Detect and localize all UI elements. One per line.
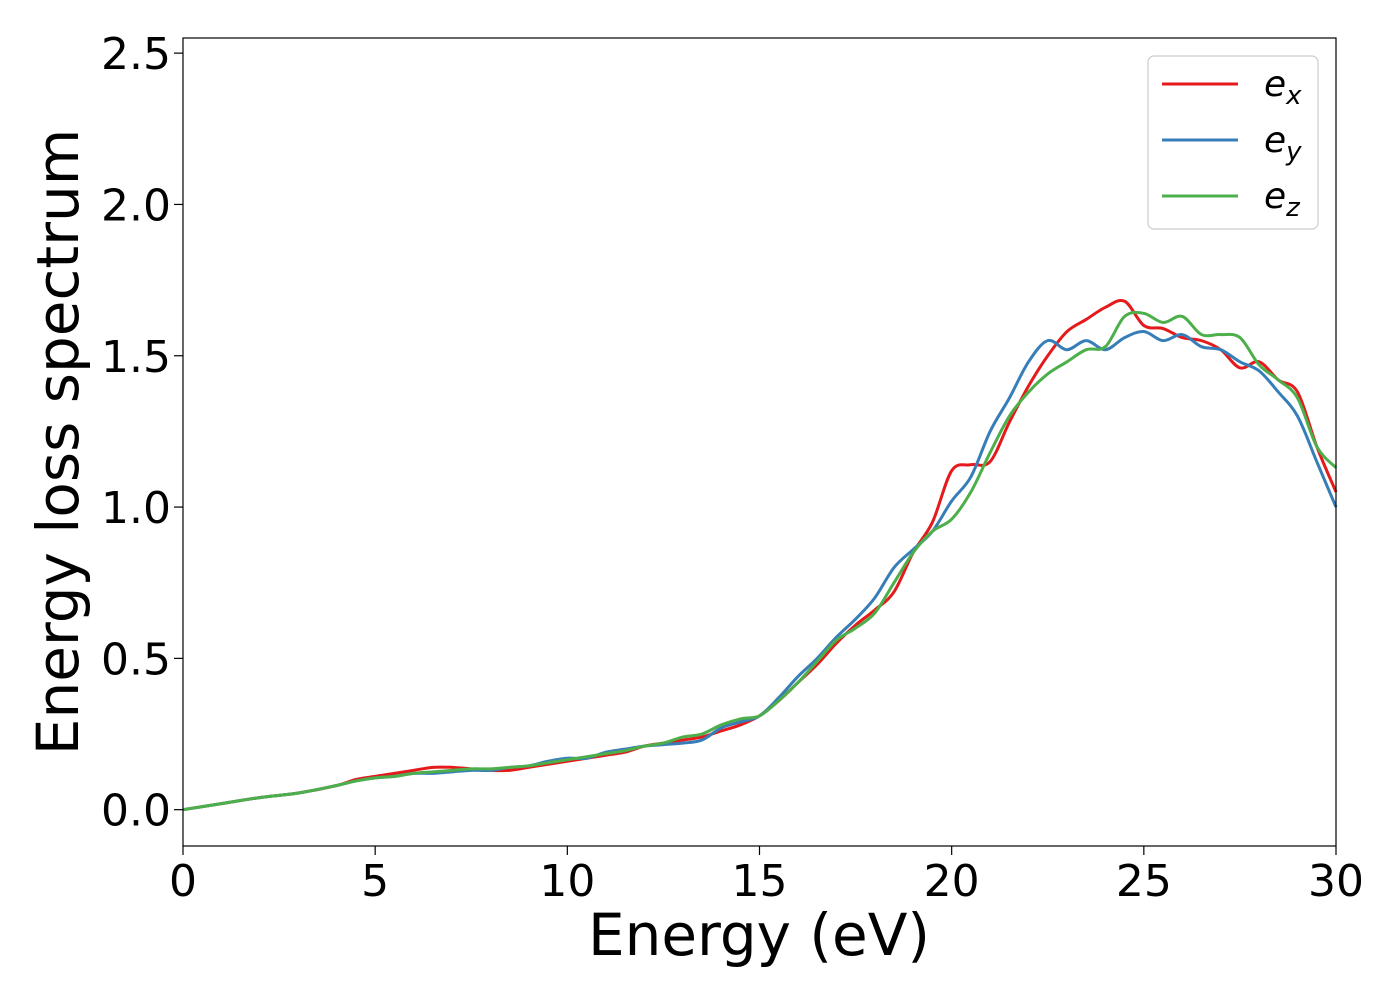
- y-axis-label: Energy loss spectrum: [24, 129, 92, 755]
- x-axis-label: Energy (eV): [588, 901, 930, 969]
- x-tick-label: 0: [169, 856, 197, 907]
- x-tick-label: 10: [539, 856, 595, 907]
- legend-subscript: x: [1285, 81, 1302, 111]
- legend-box: [1147, 55, 1319, 230]
- y-tick-label: 2.0: [101, 180, 171, 231]
- y-tick-label: 0.0: [101, 786, 171, 837]
- x-tick-label: 25: [1116, 856, 1172, 907]
- series-layer: [182, 299, 1338, 812]
- legend-subscript: z: [1285, 193, 1301, 223]
- x-tick-label: 5: [361, 856, 389, 907]
- y-tick-label: 1.0: [101, 483, 171, 534]
- x-tick-label: 30: [1308, 856, 1364, 907]
- y-tick-label: 0.5: [101, 634, 171, 685]
- y-tick-label: 1.5: [101, 332, 171, 383]
- x-tick-label: 20: [924, 856, 980, 907]
- series-line-e-y: [182, 330, 1338, 812]
- x-axis-ticks: 0 5 10 15 20 25 30: [169, 846, 1364, 907]
- y-axis-ticks: 0.0 0.5 1.0 1.5 2.0 2.5: [101, 29, 183, 837]
- legend-subscript: y: [1285, 137, 1302, 167]
- x-tick-label: 15: [732, 856, 788, 907]
- y-tick-label: 2.5: [101, 29, 171, 80]
- series-line-e-z: [182, 310, 1338, 812]
